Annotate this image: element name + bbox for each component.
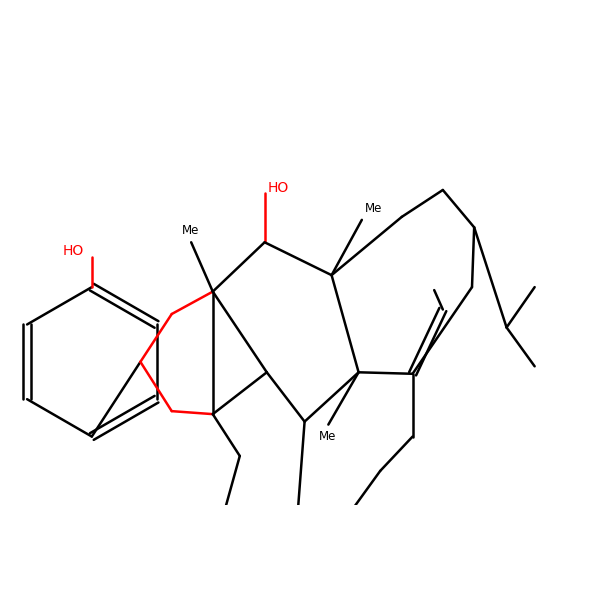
Text: HO: HO	[62, 244, 83, 257]
Text: Me: Me	[181, 224, 199, 237]
Text: HO: HO	[268, 181, 289, 194]
Text: Me: Me	[365, 202, 382, 215]
Text: Me: Me	[319, 430, 336, 443]
